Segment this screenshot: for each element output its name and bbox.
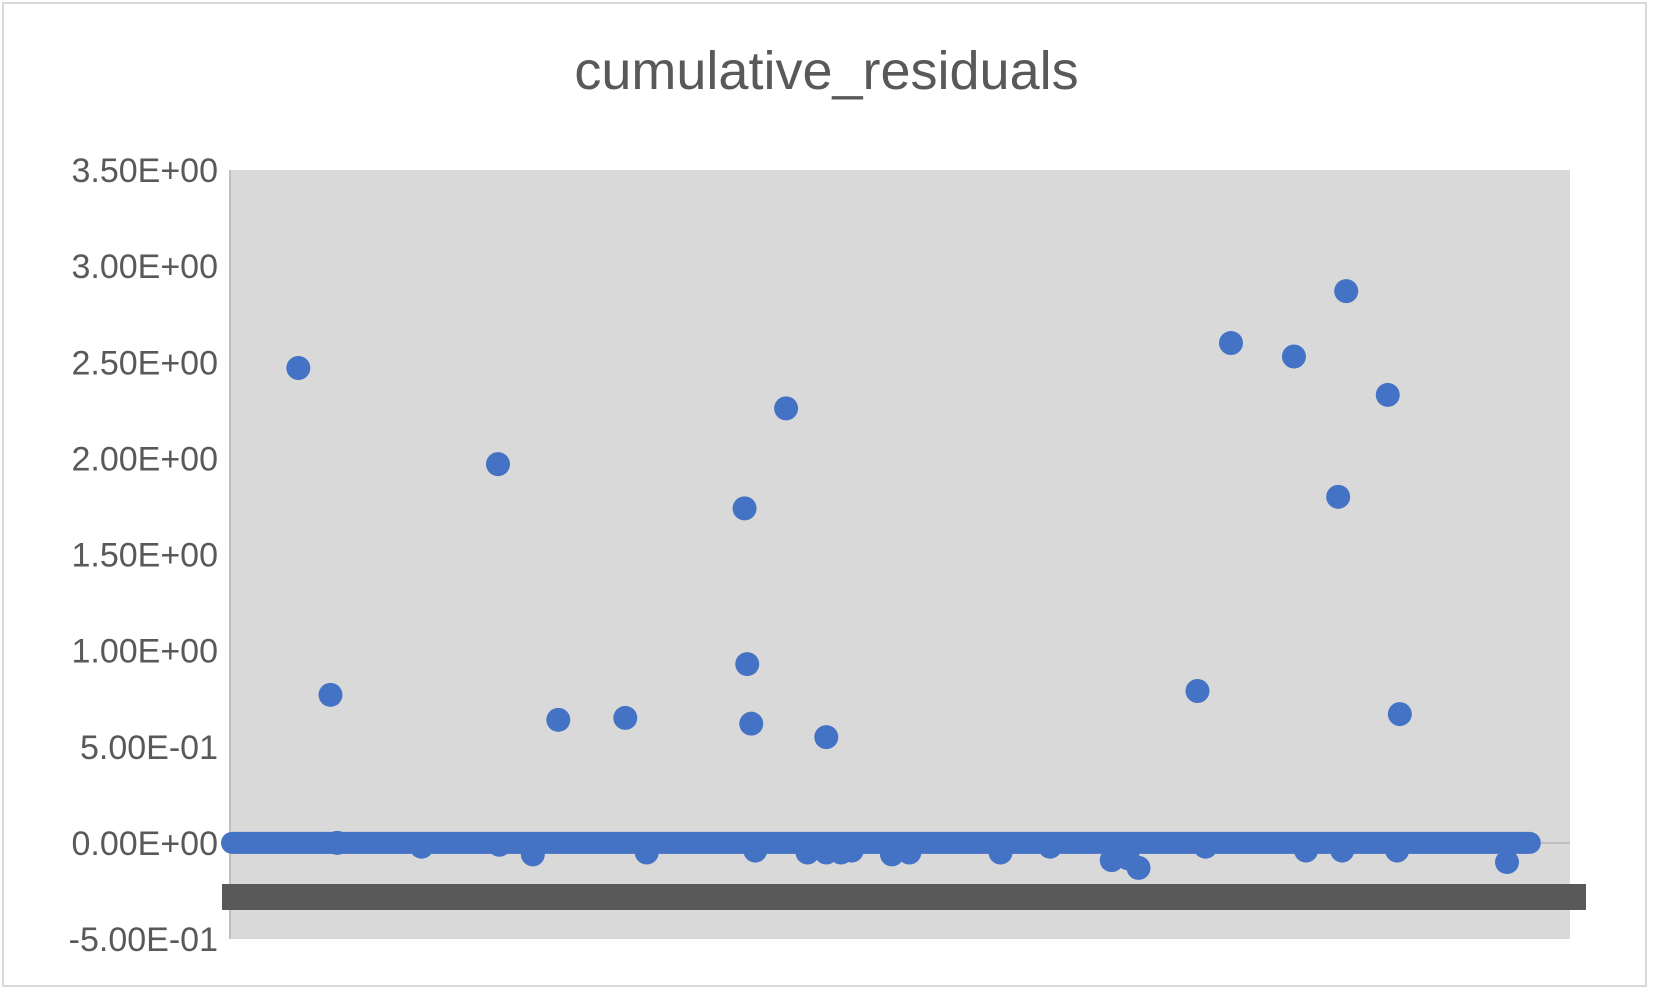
y-tick-label: 1.00E+00 <box>71 633 218 671</box>
data-point <box>1294 838 1319 863</box>
data-point <box>897 840 922 865</box>
data-point <box>1326 484 1351 509</box>
data-point <box>520 842 545 867</box>
chart-title: cumulative_residuals <box>574 41 1079 101</box>
data-point <box>879 842 904 867</box>
data-point <box>1126 855 1151 880</box>
data-point <box>318 682 343 707</box>
y-tick-label: 2.50E+00 <box>71 344 218 382</box>
y-tick-label: 3.00E+00 <box>71 248 218 286</box>
y-tick-label: 0.00E+00 <box>71 825 218 863</box>
data-point <box>739 711 764 736</box>
x-tick-labels-overlap <box>222 884 1586 910</box>
data-point <box>1375 382 1400 407</box>
data-point <box>613 705 638 730</box>
data-point <box>1330 838 1355 863</box>
data-point <box>325 830 350 855</box>
y-tick-label: 2.00E+00 <box>71 440 218 478</box>
y-tick-label: -5.00E-01 <box>69 921 218 959</box>
data-point <box>1281 344 1306 369</box>
data-point <box>839 838 864 863</box>
data-point <box>487 832 512 857</box>
data-point <box>1334 279 1359 304</box>
y-tick-label: 5.00E-01 <box>80 729 218 767</box>
plot-area <box>230 170 1570 939</box>
data-point <box>1495 850 1520 875</box>
data-point <box>1385 838 1410 863</box>
data-point <box>286 356 311 381</box>
y-tick-label: 1.50E+00 <box>71 537 218 575</box>
data-point <box>1193 834 1218 859</box>
data-point <box>634 840 659 865</box>
data-point <box>743 838 768 863</box>
data-point <box>1387 702 1412 727</box>
y-tick-label: 3.50E+00 <box>71 152 218 190</box>
data-point <box>988 840 1013 865</box>
data-point <box>1185 678 1210 703</box>
data-point <box>774 396 799 421</box>
data-point <box>795 840 820 865</box>
data-point <box>735 652 760 677</box>
data-point <box>546 707 571 732</box>
data-point <box>732 496 757 521</box>
data-point <box>409 834 434 859</box>
data-point <box>486 452 510 477</box>
data-point <box>814 725 839 750</box>
data-point <box>1038 834 1063 859</box>
data-point <box>1218 331 1243 356</box>
